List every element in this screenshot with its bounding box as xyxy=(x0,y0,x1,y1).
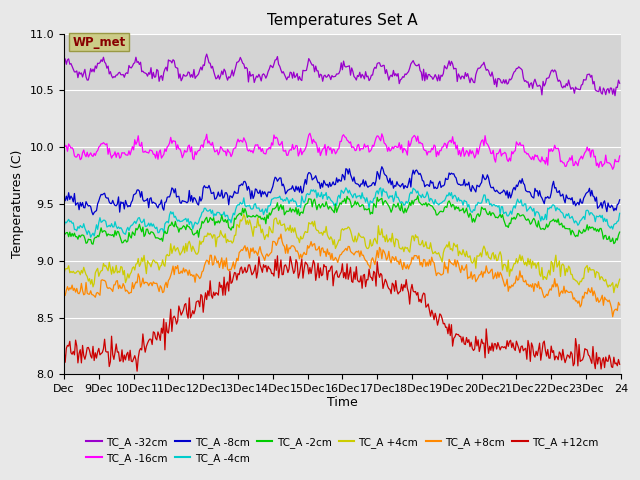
TC_A -16cm xyxy=(609,167,616,172)
TC_A -32cm xyxy=(399,74,406,80)
TC_A -4cm xyxy=(616,210,623,216)
TC_A -8cm xyxy=(378,164,386,169)
TC_A +12cm xyxy=(133,368,141,374)
TC_A -16cm xyxy=(566,155,573,161)
TC_A +12cm xyxy=(567,349,575,355)
TC_A -8cm xyxy=(89,212,97,217)
TC_A -16cm xyxy=(233,140,241,145)
TC_A -2cm xyxy=(372,204,380,210)
TC_A +8cm xyxy=(233,255,241,261)
Legend: TC_A -32cm, TC_A -16cm, TC_A -8cm, TC_A -4cm, TC_A -2cm, TC_A +4cm, TC_A +8cm, T: TC_A -32cm, TC_A -16cm, TC_A -8cm, TC_A … xyxy=(82,432,603,468)
TC_A +8cm xyxy=(616,302,623,308)
TC_A +8cm xyxy=(609,314,616,320)
TC_A -4cm xyxy=(400,203,408,208)
TC_A -2cm xyxy=(234,212,242,218)
TC_A -8cm xyxy=(234,190,242,196)
TC_A +12cm xyxy=(616,361,623,367)
TC_A +12cm xyxy=(400,282,408,288)
TC_A +12cm xyxy=(274,253,282,259)
TC_A -2cm xyxy=(414,193,422,199)
TC_A +8cm xyxy=(470,273,477,278)
Line: TC_A -32cm: TC_A -32cm xyxy=(64,54,620,96)
TC_A -16cm xyxy=(372,135,380,141)
TC_A -32cm xyxy=(296,74,303,80)
TC_A -2cm xyxy=(89,241,97,247)
Line: TC_A -8cm: TC_A -8cm xyxy=(64,167,620,215)
TC_A -8cm xyxy=(400,186,408,192)
TC_A -8cm xyxy=(372,178,380,183)
TC_A +12cm xyxy=(471,346,479,352)
TC_A -8cm xyxy=(60,197,68,203)
TC_A +4cm xyxy=(616,276,623,282)
TC_A -4cm xyxy=(471,208,479,214)
Line: TC_A +12cm: TC_A +12cm xyxy=(64,256,620,371)
TC_A -2cm xyxy=(567,232,575,238)
TC_A +12cm xyxy=(373,259,381,264)
TC_A -2cm xyxy=(471,219,479,225)
TC_A +4cm xyxy=(372,239,380,244)
TC_A +12cm xyxy=(60,347,68,353)
TC_A +4cm xyxy=(470,259,477,264)
TC_A +8cm xyxy=(399,266,406,272)
TC_A +4cm xyxy=(296,240,303,246)
TC_A +4cm xyxy=(610,290,618,296)
Line: TC_A -2cm: TC_A -2cm xyxy=(64,196,620,244)
TC_A +4cm xyxy=(240,212,248,217)
TC_A -8cm xyxy=(471,187,479,192)
TC_A -8cm xyxy=(296,189,303,195)
Y-axis label: Temperatures (C): Temperatures (C) xyxy=(11,150,24,258)
TC_A -4cm xyxy=(372,190,380,195)
TC_A -16cm xyxy=(60,140,68,146)
TC_A -16cm xyxy=(616,153,623,159)
TC_A +12cm xyxy=(297,263,305,269)
TC_A -32cm xyxy=(203,51,211,57)
Title: Temperatures Set A: Temperatures Set A xyxy=(267,13,418,28)
TC_A +4cm xyxy=(233,222,241,228)
TC_A -32cm xyxy=(470,79,477,85)
TC_A -4cm xyxy=(87,234,95,240)
TC_A -4cm xyxy=(60,224,68,230)
TC_A +8cm xyxy=(372,254,380,260)
TC_A -2cm xyxy=(296,213,303,218)
TC_A -2cm xyxy=(616,229,623,235)
TC_A +8cm xyxy=(566,289,573,295)
TC_A +12cm xyxy=(234,271,242,276)
X-axis label: Time: Time xyxy=(327,396,358,408)
TC_A -8cm xyxy=(616,197,623,203)
TC_A -4cm xyxy=(296,203,303,208)
TC_A -2cm xyxy=(60,229,68,235)
TC_A -32cm xyxy=(611,93,619,98)
Line: TC_A -4cm: TC_A -4cm xyxy=(64,188,620,237)
TC_A +4cm xyxy=(566,265,573,271)
TC_A -32cm xyxy=(616,80,623,86)
TC_A -2cm xyxy=(399,208,406,214)
TC_A -4cm xyxy=(234,202,242,208)
TC_A -32cm xyxy=(372,65,380,71)
TC_A +4cm xyxy=(399,244,406,250)
Line: TC_A -16cm: TC_A -16cm xyxy=(64,133,620,169)
Line: TC_A +8cm: TC_A +8cm xyxy=(64,234,620,317)
TC_A +4cm xyxy=(60,271,68,276)
TC_A +8cm xyxy=(296,256,303,262)
TC_A -32cm xyxy=(234,59,242,65)
TC_A -32cm xyxy=(566,82,573,88)
TC_A +8cm xyxy=(60,289,68,295)
TC_A -16cm xyxy=(306,131,314,136)
TC_A -32cm xyxy=(60,56,68,62)
TC_A -8cm xyxy=(567,197,575,203)
TC_A -16cm xyxy=(470,151,477,157)
TC_A -4cm xyxy=(567,215,575,221)
TC_A -16cm xyxy=(294,153,302,159)
TC_A -4cm xyxy=(377,185,385,191)
TC_A -16cm xyxy=(399,150,406,156)
Line: TC_A +4cm: TC_A +4cm xyxy=(64,215,620,293)
TC_A +8cm xyxy=(277,231,285,237)
Text: WP_met: WP_met xyxy=(72,36,125,48)
